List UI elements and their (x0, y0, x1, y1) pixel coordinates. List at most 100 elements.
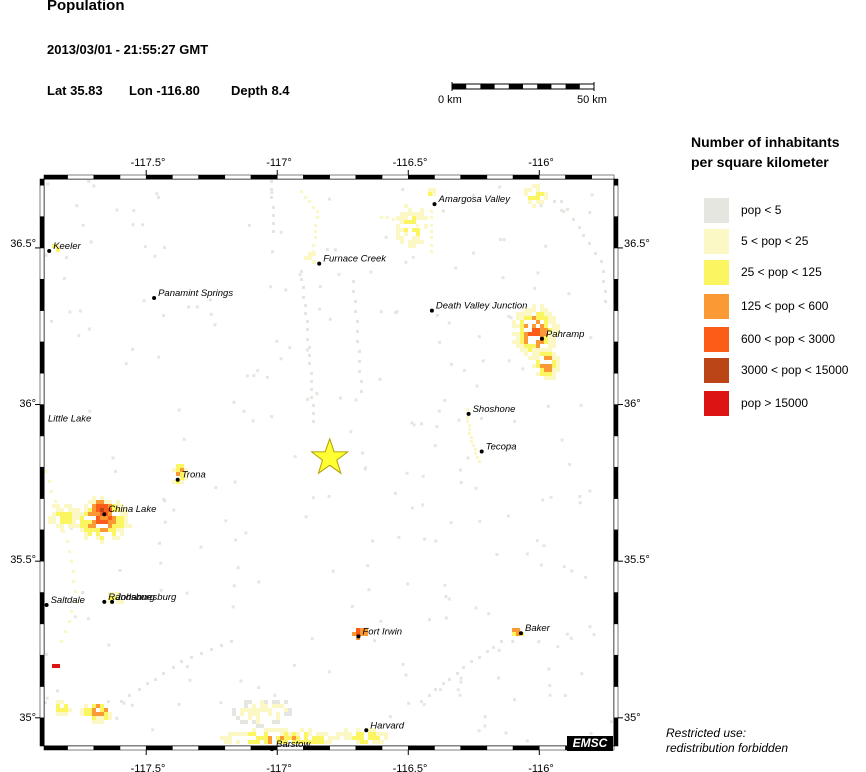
population-cell (548, 368, 552, 372)
population-cell (509, 316, 513, 320)
population-cell (408, 220, 412, 224)
population-cell (312, 420, 315, 423)
lon-tick-labels-bottom: -117.5° -117° -116.5° -116° (131, 763, 554, 772)
population-cell (516, 344, 520, 348)
population-cell (520, 324, 524, 328)
population-cell (548, 376, 552, 380)
population-cell (532, 304, 536, 308)
population-cell (120, 512, 124, 516)
population-cell (548, 372, 552, 376)
population-cell (458, 693, 462, 697)
population-cell (56, 700, 60, 704)
legend-swatch (704, 229, 729, 254)
population-cell (320, 740, 324, 744)
population-cell (52, 516, 56, 520)
population-cell (92, 712, 96, 716)
population-cell (112, 528, 116, 532)
population-cell (80, 708, 84, 712)
population-cell (231, 605, 235, 609)
population-cell (162, 672, 165, 675)
population-cell (88, 500, 92, 504)
population-cell (214, 486, 218, 490)
population-cell (120, 528, 124, 532)
population-cell (524, 348, 528, 352)
population-cell (434, 688, 437, 691)
population-cell (104, 708, 108, 712)
population-cell (544, 312, 548, 316)
frame-band-bottom (172, 745, 199, 751)
frame-band-left (39, 592, 45, 625)
legend-title-line: Number of inhabitants (691, 134, 840, 150)
frame-band-left (39, 310, 45, 343)
population-cell (412, 236, 416, 240)
population-cell (96, 720, 100, 724)
population-cell (416, 240, 420, 244)
population-cell (248, 740, 252, 744)
population-cell (236, 566, 240, 570)
population-cell (376, 740, 380, 744)
population-cell (525, 739, 529, 743)
population-cell (532, 344, 536, 348)
population-cell (416, 236, 420, 240)
frame-band-left (39, 654, 45, 687)
population-cell (373, 639, 377, 643)
population-cell (379, 310, 383, 314)
population-cell (396, 224, 400, 228)
population-cell (588, 211, 592, 214)
population-cell (497, 676, 500, 680)
population-cell (511, 640, 515, 643)
population-cell (172, 480, 176, 484)
population-cell (44, 253, 48, 257)
population-cell (356, 320, 359, 323)
population-cell (339, 396, 342, 400)
population-cell (536, 192, 540, 196)
population-cell (54, 500, 57, 503)
population-cell (244, 732, 248, 736)
population-cell (88, 708, 92, 712)
scale-bar-end-label: 50 km (577, 94, 607, 106)
population-cell (380, 216, 383, 219)
population-cell (288, 708, 292, 712)
population-cell (544, 340, 548, 344)
population-cell (224, 519, 228, 523)
place-marker-icon (44, 603, 49, 607)
population-cell (107, 643, 111, 647)
population-cell (64, 516, 68, 520)
population-cell (172, 666, 175, 669)
lon-tick-label-top: -116.5° (393, 157, 428, 169)
population-cell (48, 516, 52, 520)
population-cell (328, 670, 332, 674)
population-cell (128, 694, 131, 697)
population-cell (265, 375, 269, 379)
population-cell (512, 340, 516, 344)
legend-label: 600 < pop < 3000 (741, 332, 836, 346)
population-cell (88, 508, 92, 512)
population-cell (380, 740, 384, 744)
population-cell (528, 196, 532, 200)
population-cell (516, 340, 520, 344)
population-cell (356, 632, 360, 636)
population-cell (80, 524, 84, 528)
population-cell (444, 616, 448, 620)
population-cell (248, 732, 252, 736)
place-marker-icon (356, 634, 361, 639)
population-cell (252, 732, 256, 736)
population-cell (552, 328, 556, 332)
population-cell (239, 679, 243, 683)
frame-band-bottom (355, 745, 383, 751)
legend-swatch (704, 358, 729, 383)
population-cell (312, 412, 315, 415)
legend-swatch (704, 260, 729, 285)
population-cell (421, 503, 425, 507)
population-cell (394, 491, 397, 495)
population-cell (104, 716, 108, 720)
population-cell (578, 501, 582, 505)
population-cell (64, 712, 68, 716)
population-cell (354, 398, 358, 402)
population-cell (520, 320, 524, 324)
population-cell (371, 539, 374, 543)
population-cell (257, 580, 261, 584)
population-cell (308, 252, 312, 256)
population-cell (176, 464, 180, 468)
